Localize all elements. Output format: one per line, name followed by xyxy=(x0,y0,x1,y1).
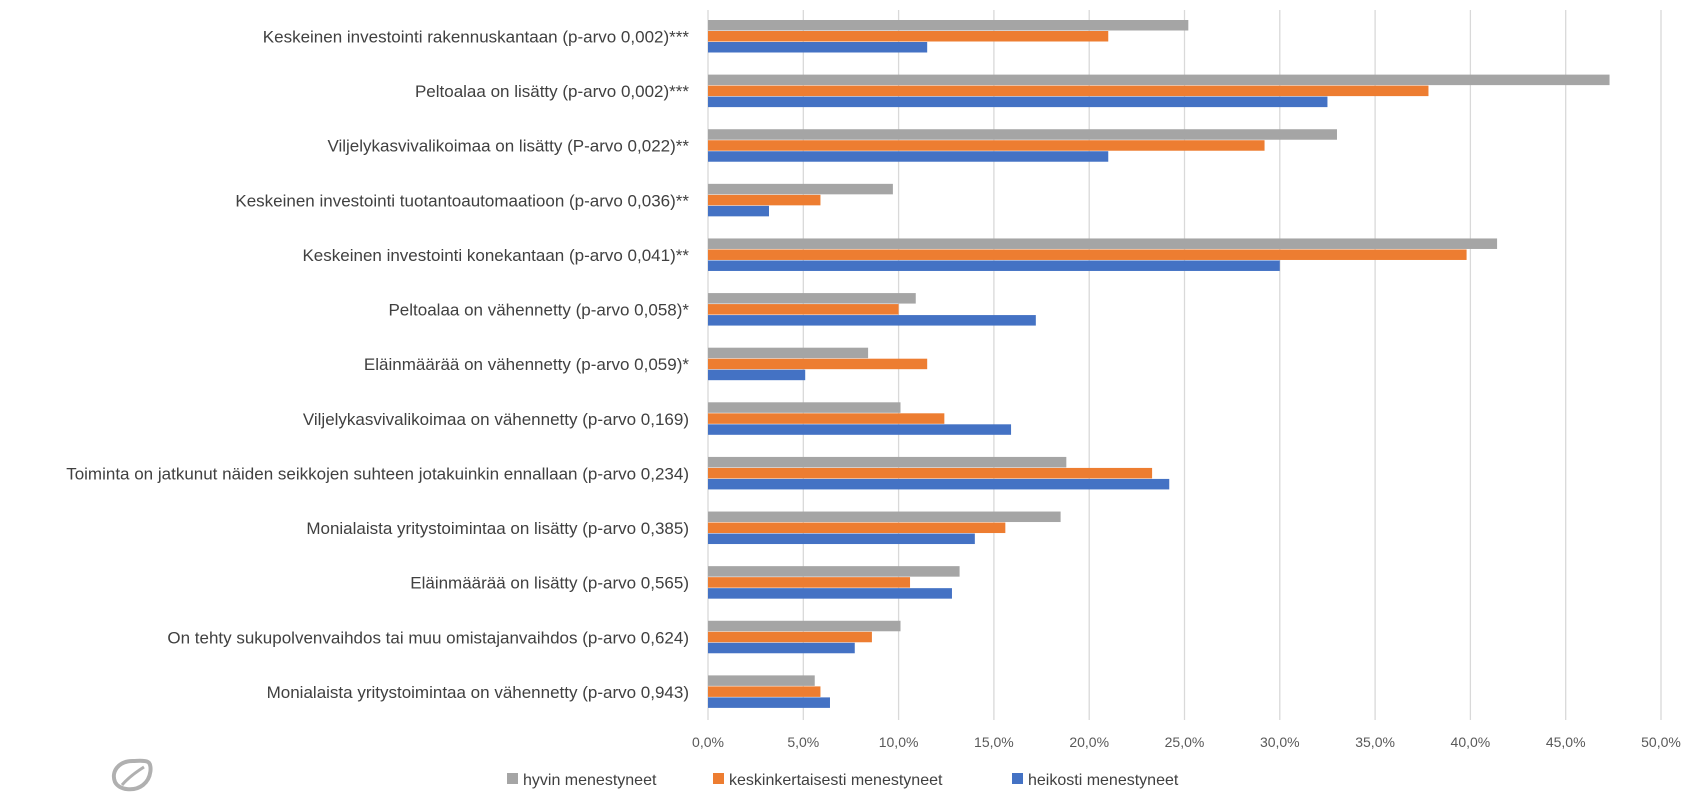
x-tick-label: 10,0% xyxy=(879,734,919,750)
bar xyxy=(708,566,960,577)
bar xyxy=(708,642,855,654)
bar xyxy=(708,205,769,217)
legend-swatch xyxy=(1012,773,1023,784)
bar xyxy=(708,249,1467,260)
category-label: Peltoalaa on lisätty (p-arvo 0,002)*** xyxy=(415,82,689,101)
category-label: On tehty sukupolvenvaihdos tai muu omist… xyxy=(167,628,689,647)
bar xyxy=(708,183,893,195)
leaf-logo-icon xyxy=(112,758,153,792)
x-tick-labels: 0,0% 5,0% 10,0% 15,0% 20,0% 25,0% 30,0% 35,0% 40… xyxy=(692,734,1681,750)
x-tick-label: 25,0% xyxy=(1165,734,1205,750)
bars xyxy=(708,20,1610,708)
bar xyxy=(708,697,830,708)
category-label: Viljelykasvivalikoimaa on lisätty (P-arv… xyxy=(327,137,689,156)
bar xyxy=(708,194,821,206)
bar xyxy=(708,456,1067,468)
bar xyxy=(708,467,1153,479)
x-tick-label: 45,0% xyxy=(1546,734,1586,750)
bar xyxy=(708,478,1170,490)
bar xyxy=(708,424,1012,435)
category-label: Keskeinen investointi tuotantoautomaatio… xyxy=(235,191,689,210)
bar xyxy=(708,96,1328,108)
bar xyxy=(708,588,952,599)
bar xyxy=(708,20,1189,31)
bar xyxy=(708,620,901,632)
bar xyxy=(708,129,1337,140)
x-tick-label: 40,0% xyxy=(1451,734,1491,750)
bar xyxy=(708,42,928,53)
bar xyxy=(708,31,1109,42)
x-tick-label: 20,0% xyxy=(1069,734,1109,750)
legend-swatch xyxy=(713,773,724,784)
x-tick-label: 50,0% xyxy=(1641,734,1681,750)
category-label: Viljelykasvivalikoimaa on vähennetty (p-… xyxy=(303,410,689,429)
bar xyxy=(708,238,1498,249)
category-label: Keskeinen investointi konekantaan (p-arv… xyxy=(302,246,689,265)
bar xyxy=(708,74,1610,86)
legend-label: keskinkertaisesti menestyneet xyxy=(729,772,943,789)
bar xyxy=(708,260,1280,271)
bar xyxy=(708,533,975,545)
bar xyxy=(708,151,1109,162)
bar xyxy=(708,686,821,697)
category-label: Eläinmäärää on vähennetty (p-arvo 0,059)… xyxy=(364,355,689,374)
bar xyxy=(708,511,1061,523)
x-tick-label: 15,0% xyxy=(974,734,1014,750)
legend: hyvin menestyneet keskinkertaisesti menes… xyxy=(507,772,1179,789)
x-tick-label: 35,0% xyxy=(1355,734,1395,750)
category-labels: Keskeinen investointi rakennuskantaan (p… xyxy=(66,28,689,702)
bar xyxy=(708,369,806,381)
bar xyxy=(708,347,869,359)
category-label: Eläinmäärää on lisätty (p-arvo 0,565) xyxy=(410,574,689,593)
category-label: Monialaista yritystoimintaa on lisätty (… xyxy=(306,519,689,538)
x-tick-label: 0,0% xyxy=(692,734,724,750)
bar xyxy=(708,402,901,413)
bar xyxy=(708,315,1036,326)
bar xyxy=(708,293,916,304)
x-tick-label: 5,0% xyxy=(787,734,819,750)
bar xyxy=(708,85,1429,97)
legend-label: heikosti menestyneet xyxy=(1028,772,1179,789)
bar xyxy=(708,358,928,370)
gridlines xyxy=(707,10,1662,720)
category-label: Peltoalaa on vähennetty (p-arvo 0,058)* xyxy=(388,301,689,320)
bar xyxy=(708,522,1006,534)
x-tick-label: 30,0% xyxy=(1260,734,1300,750)
bar xyxy=(708,675,815,686)
bar xyxy=(708,413,945,424)
bar xyxy=(708,577,911,588)
category-label: Toiminta on jatkunut näiden seikkojen su… xyxy=(66,464,689,483)
legend-label: hyvin menestyneet xyxy=(523,772,657,789)
category-label: Keskeinen investointi rakennuskantaan (p… xyxy=(263,28,690,47)
bar xyxy=(708,631,872,643)
category-label: Monialaista yritystoimintaa on vähennett… xyxy=(267,683,689,702)
bar xyxy=(708,140,1265,151)
legend-swatch xyxy=(507,773,518,784)
bar xyxy=(708,304,899,315)
